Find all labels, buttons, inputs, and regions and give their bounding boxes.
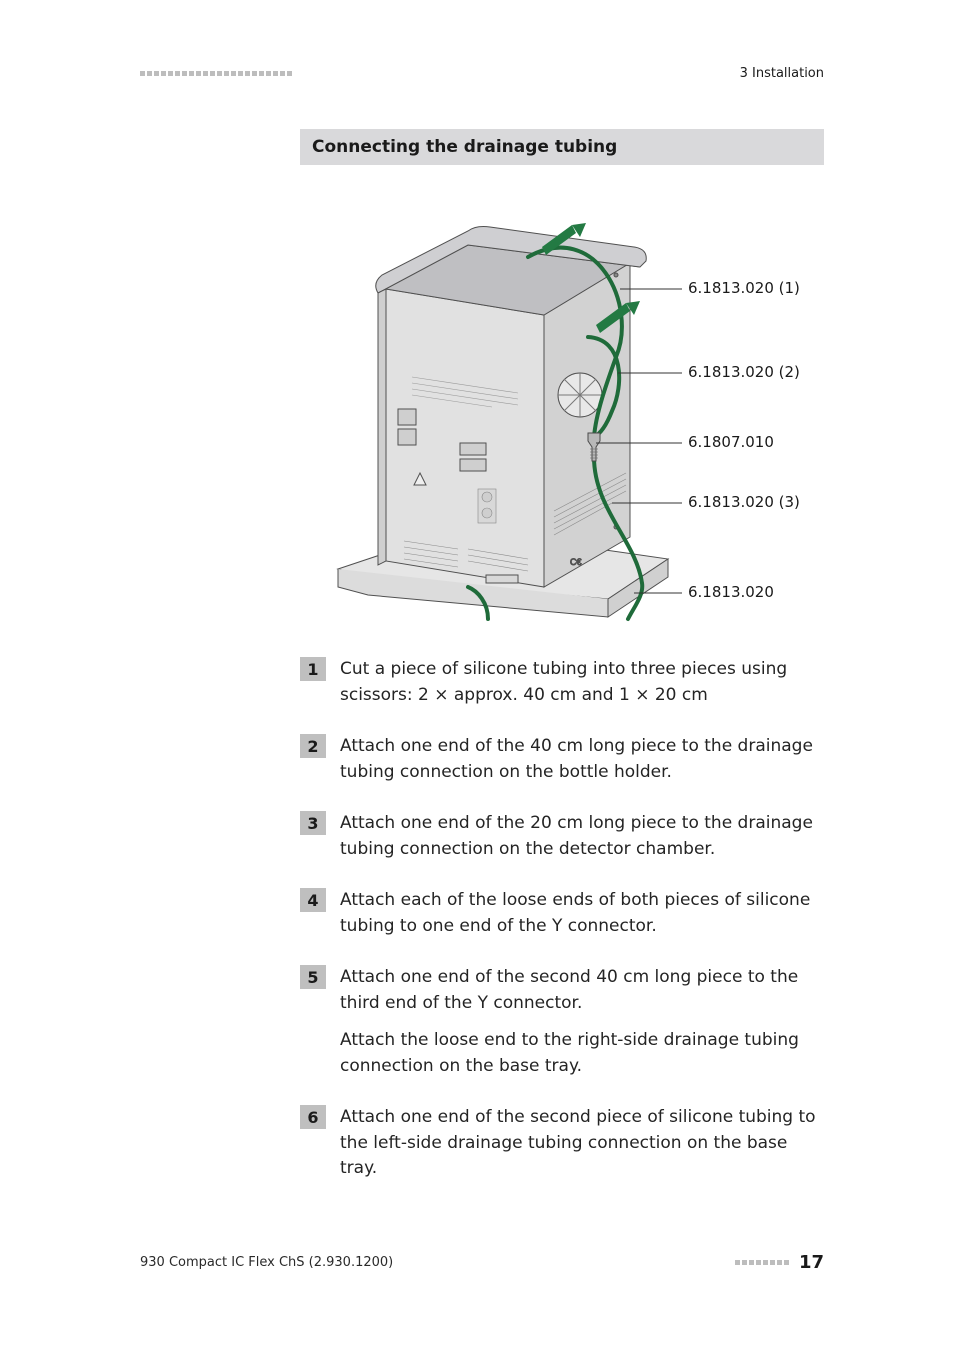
step-text: Attach one end of the 40 cm long piece t… bbox=[340, 734, 824, 785]
step-text: Attach each of the loose ends of both pi… bbox=[340, 888, 824, 939]
step: 6 Attach one end of the second piece of s… bbox=[300, 1105, 824, 1182]
fig-label-1: 6.1813.020 (1) bbox=[688, 279, 800, 297]
page-header: 3 Installation bbox=[140, 66, 824, 81]
steps-list: 1 Cut a piece of silicone tubing into thr… bbox=[300, 657, 824, 1182]
step: 2 Attach one end of the 40 cm long piece … bbox=[300, 734, 824, 785]
step-number: 1 bbox=[300, 657, 326, 681]
fig-label-5: 6.1813.020 bbox=[688, 583, 774, 601]
footer-doc: 930 Compact IC Flex ChS (2.930.1200) bbox=[140, 1255, 393, 1270]
chapter-label: 3 Installation bbox=[740, 66, 824, 81]
figure: C€ bbox=[300, 183, 824, 657]
step-text: Attach one end of the 20 cm long piece t… bbox=[340, 811, 824, 862]
step: 4 Attach each of the loose ends of both p… bbox=[300, 888, 824, 939]
fig-label-2: 6.1813.020 (2) bbox=[688, 363, 800, 381]
page-footer: 930 Compact IC Flex ChS (2.930.1200) 17 bbox=[140, 1252, 824, 1273]
section-title: Connecting the drainage tubing bbox=[300, 129, 824, 165]
step-number: 5 bbox=[300, 965, 326, 989]
step-number: 4 bbox=[300, 888, 326, 912]
fig-label-3: 6.1807.010 bbox=[688, 433, 774, 451]
footer-squares bbox=[735, 1260, 789, 1265]
step: 5 Attach one end of the second 40 cm long… bbox=[300, 965, 824, 1079]
step-text: Attach one end of the second 40 cm long … bbox=[340, 965, 824, 1079]
header-squares bbox=[140, 71, 292, 76]
device-diagram: C€ bbox=[328, 189, 808, 629]
svg-text:C€: C€ bbox=[570, 557, 582, 567]
step: 3 Attach one end of the 20 cm long piece … bbox=[300, 811, 824, 862]
fig-label-4: 6.1813.020 (3) bbox=[688, 493, 800, 511]
step-number: 6 bbox=[300, 1105, 326, 1129]
step-number: 3 bbox=[300, 811, 326, 835]
step-number: 2 bbox=[300, 734, 326, 758]
page-number: 17 bbox=[799, 1252, 824, 1273]
step-text: Attach one end of the second piece of si… bbox=[340, 1105, 824, 1182]
step: 1 Cut a piece of silicone tubing into thr… bbox=[300, 657, 824, 708]
step-text: Cut a piece of silicone tubing into thre… bbox=[340, 657, 824, 708]
